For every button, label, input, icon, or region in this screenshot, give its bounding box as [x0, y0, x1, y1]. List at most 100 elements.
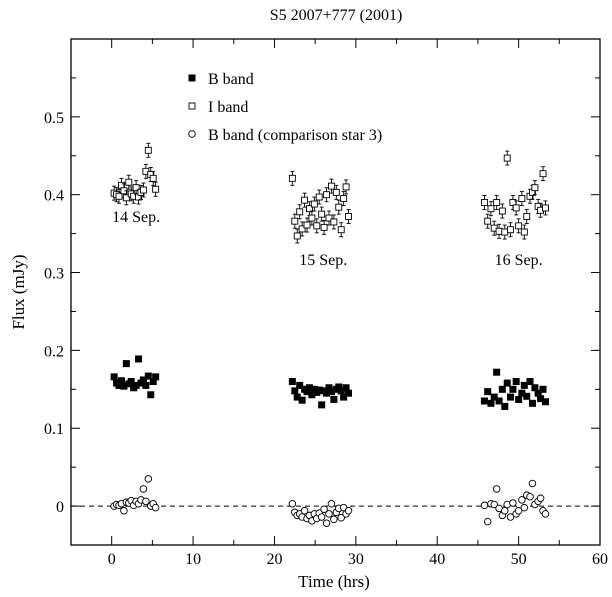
- data-point: [110, 373, 118, 381]
- data-point: [345, 209, 352, 224]
- day-label: 16 Sep.: [495, 252, 543, 269]
- y-tick-label: 0.3: [44, 266, 64, 283]
- data-point: [330, 214, 338, 230]
- data-point: [515, 218, 523, 234]
- data-point: [315, 386, 323, 394]
- open-square-marker: [335, 203, 343, 211]
- data-point: [493, 368, 501, 376]
- chart-title: S5 2007+777 (2001): [270, 7, 403, 24]
- data-point: [320, 505, 328, 513]
- data-point: [310, 196, 318, 212]
- data-point: [534, 389, 542, 397]
- data-point: [531, 180, 539, 196]
- legend-item: B band (comparison star 3): [188, 127, 382, 144]
- x-tick-label: 60: [592, 551, 608, 568]
- open-square-marker: [327, 182, 335, 190]
- data-point: [501, 402, 509, 410]
- data-point: [127, 378, 135, 386]
- x-tick-label: 0: [108, 551, 116, 568]
- data-point: [490, 393, 498, 401]
- x-tick-label: 50: [511, 551, 527, 568]
- open-square-marker: [340, 195, 348, 203]
- data-point: [487, 201, 495, 217]
- legend: B band I band B band (comparison star 3): [188, 71, 382, 144]
- data-series: [110, 142, 550, 527]
- data-point: [520, 503, 529, 512]
- legend-item: I band: [188, 99, 248, 116]
- data-point: [317, 513, 326, 521]
- legend-label: B band (comparison star 3): [208, 127, 382, 144]
- x-axis: 0 10 20 30 40 50 60: [70, 39, 608, 568]
- data-point: [122, 190, 130, 206]
- data-point: [149, 378, 157, 386]
- data-point: [327, 499, 336, 508]
- open-square-marker: [337, 226, 345, 234]
- data-point: [325, 510, 333, 518]
- data-point: [298, 396, 306, 404]
- open-square-marker: [330, 218, 338, 226]
- open-square-marker: [115, 192, 123, 200]
- data-point: [139, 182, 147, 198]
- data-point: [144, 475, 153, 483]
- data-point: [142, 497, 150, 506]
- data-point: [480, 195, 488, 210]
- y-tick-label: 0: [56, 499, 64, 516]
- data-point: [325, 384, 333, 392]
- data-point: [537, 395, 545, 403]
- data-point: [515, 395, 523, 403]
- open-square-marker: [313, 222, 321, 230]
- plot-frame: [70, 38, 601, 546]
- day-label: 15 Sep.: [299, 252, 347, 269]
- data-point: [492, 485, 501, 493]
- data-point: [344, 506, 353, 515]
- x-tick-label: 10: [185, 551, 201, 568]
- data-point: [115, 188, 123, 204]
- data-point: [320, 219, 328, 235]
- data-point: [523, 209, 531, 224]
- x-tick-label: 40: [429, 551, 445, 568]
- open-square-marker: [539, 170, 547, 178]
- data-point: [509, 499, 517, 507]
- open-square-marker: [520, 228, 528, 236]
- open-square-marker: [125, 178, 133, 186]
- data-point: [506, 393, 514, 401]
- data-point: [291, 213, 299, 229]
- data-point: [501, 506, 509, 515]
- open-square-marker: [306, 205, 313, 213]
- data-point: [523, 392, 531, 400]
- data-point: [122, 360, 130, 368]
- legend-item: B band: [188, 71, 254, 88]
- data-point: [541, 510, 550, 518]
- series-2: [110, 475, 550, 527]
- data-point: [509, 385, 517, 393]
- data-point: [498, 203, 506, 219]
- data-point: [308, 391, 316, 399]
- data-point: [526, 492, 534, 501]
- open-square-marker: [518, 195, 526, 203]
- open-square-marker: [308, 214, 316, 222]
- y-axis-label: Flux (mJy): [9, 254, 28, 329]
- legend-marker: [188, 74, 196, 82]
- data-point: [288, 378, 296, 386]
- y-tick-label: 0.1: [44, 421, 64, 438]
- data-point: [117, 377, 125, 385]
- data-point: [503, 379, 511, 387]
- data-point: [315, 189, 323, 205]
- data-point: [293, 393, 301, 401]
- data-point: [345, 389, 353, 397]
- data-point: [296, 381, 304, 389]
- open-square-marker: [288, 174, 296, 182]
- data-point: [135, 355, 143, 363]
- open-square-marker: [495, 227, 503, 235]
- open-square-marker: [480, 199, 488, 206]
- data-point: [318, 401, 326, 409]
- open-square-marker: [507, 226, 514, 234]
- data-point: [115, 381, 123, 389]
- open-square-marker: [122, 194, 130, 202]
- open-square-marker: [310, 200, 318, 208]
- data-point: [340, 191, 348, 207]
- day-label: 14 Sep.: [112, 209, 160, 226]
- data-point: [313, 218, 321, 234]
- legend-label: I band: [208, 99, 248, 116]
